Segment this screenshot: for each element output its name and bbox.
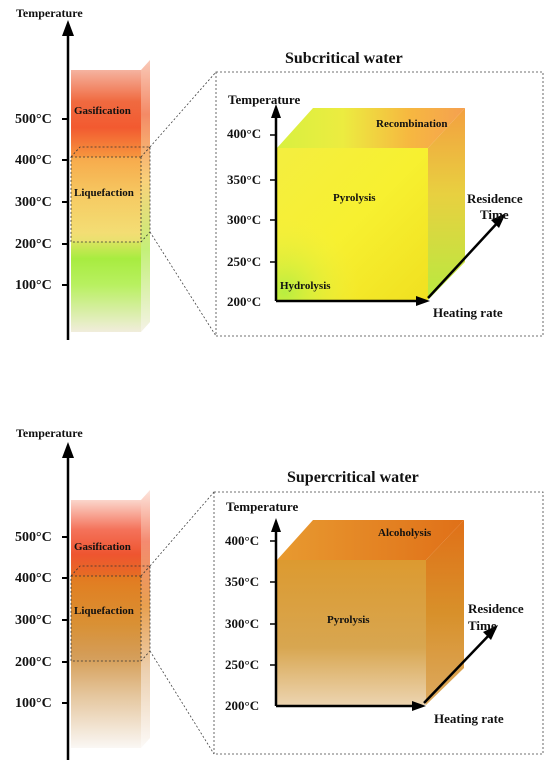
- top-detail-tick-250: 250°C: [227, 254, 261, 269]
- top-tick-500: 500°C: [15, 112, 52, 127]
- top-cube-top-face: [277, 108, 465, 148]
- top-detail-x-label: Heating rate: [433, 305, 503, 320]
- top-temperature-axis-label: Temperature: [16, 6, 83, 20]
- top-panel: Temperature Gasification Liquefaction 50…: [15, 6, 544, 340]
- bottom-detail-z-label-2: Time: [468, 618, 497, 633]
- bottom-alcoholysis-label: Alcoholysis: [378, 527, 432, 539]
- top-temperature-bar-side: [141, 60, 150, 332]
- bottom-detail-z-label-1: Residence: [468, 601, 524, 616]
- bottom-tick-300: 300°C: [15, 613, 52, 628]
- bottom-pyrolysis-label: Pyrolysis: [327, 614, 370, 626]
- top-detail-tick-400: 400°C: [227, 126, 261, 141]
- bottom-detail-tick-350: 350°C: [225, 574, 259, 589]
- bottom-detail-title: Supercritical water: [287, 469, 419, 486]
- top-connector-upper: [149, 71, 217, 148]
- top-detail-tick-200: 200°C: [227, 294, 261, 309]
- top-detail-tick-300: 300°C: [227, 212, 261, 227]
- bottom-detail-x-label: Heating rate: [434, 711, 504, 726]
- bottom-detail-z-axis: [423, 631, 493, 704]
- bottom-cube-top-face: [277, 520, 464, 560]
- bottom-detail-tick-200: 200°C: [225, 698, 259, 713]
- bottom-connector-upper: [149, 491, 215, 567]
- bottom-temperature-axis-label: Temperature: [16, 426, 83, 440]
- bottom-panel: Temperature Gasification Liquefaction 50…: [15, 426, 544, 760]
- top-tick-300: 300°C: [15, 195, 52, 210]
- top-hydrolysis-label: Hydrolysis: [280, 280, 331, 292]
- top-cube-side-face: [428, 108, 465, 300]
- bottom-tick-200: 200°C: [15, 655, 52, 670]
- bottom-detail-tick-400: 400°C: [225, 533, 259, 548]
- bottom-detail-tick-250: 250°C: [225, 657, 259, 672]
- top-detail-z-label-1: Residence: [467, 191, 523, 206]
- top-detail-y-label: Temperature: [228, 92, 300, 107]
- bottom-detail-frame: [213, 491, 544, 755]
- top-gasification-label: Gasification: [74, 105, 131, 117]
- top-detail-title: Subcritical water: [285, 50, 403, 67]
- bottom-tick-100: 100°C: [15, 696, 52, 711]
- top-tick-100: 100°C: [15, 278, 52, 293]
- top-tick-400: 400°C: [15, 153, 52, 168]
- bottom-cube-side-face: [426, 520, 464, 705]
- bottom-temperature-bar-side: [141, 490, 150, 748]
- bottom-detail-tick-300: 300°C: [225, 616, 259, 631]
- top-detail-frame: [215, 71, 544, 337]
- top-liquefaction-zone: [71, 157, 141, 242]
- bottom-liquefaction-zone: [71, 576, 141, 661]
- bottom-detail-y-label: Temperature: [226, 499, 298, 514]
- top-axis-arrowhead: [62, 20, 74, 36]
- bottom-tick-500: 500°C: [15, 530, 52, 545]
- top-detail-tick-350: 350°C: [227, 172, 261, 187]
- bottom-gasification-label: Gasification: [74, 541, 131, 553]
- bottom-connector-lower: [149, 650, 215, 755]
- bottom-axis-arrowhead: [62, 442, 74, 458]
- top-recombination-label: Recombination: [376, 118, 448, 130]
- bottom-cube-front-face: [277, 560, 426, 705]
- bottom-tick-400: 400°C: [15, 571, 52, 586]
- top-pyrolysis-label: Pyrolysis: [333, 192, 376, 204]
- top-detail-z-label-2: Time: [480, 207, 509, 222]
- top-tick-200: 200°C: [15, 237, 52, 252]
- top-liquefaction-label: Liquefaction: [74, 187, 134, 199]
- top-detail-z-axis: [427, 219, 501, 299]
- top-connector-lower: [149, 231, 217, 337]
- bottom-liquefaction-label: Liquefaction: [74, 605, 134, 617]
